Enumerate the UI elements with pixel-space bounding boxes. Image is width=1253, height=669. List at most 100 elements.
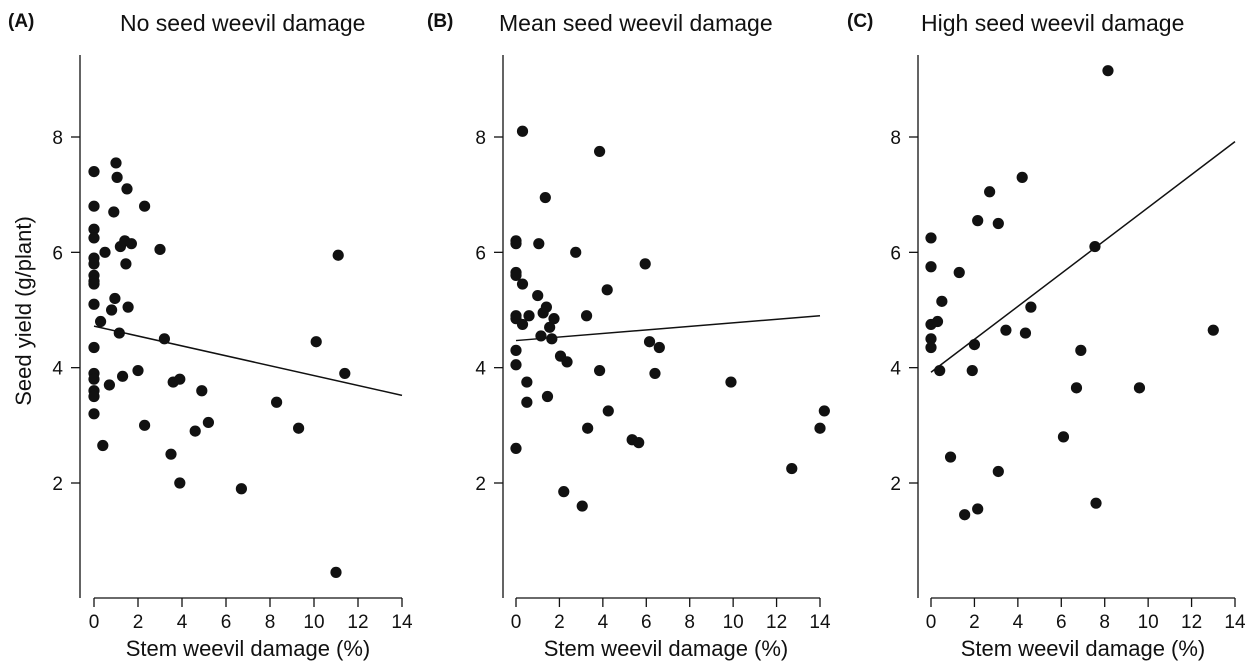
panel-c-data-point bbox=[1102, 65, 1114, 77]
panel-a-data-point bbox=[165, 448, 177, 460]
panel-a-x-tick-label: 12 bbox=[347, 612, 368, 633]
panel-b-y-tick-label: 2 bbox=[475, 474, 486, 495]
panel-b-data-point bbox=[521, 396, 533, 408]
panel-a-y-tick-label: 6 bbox=[52, 243, 63, 264]
panel-c-y-tick-label: 4 bbox=[890, 359, 901, 380]
panel-a-x-tick-label: 4 bbox=[177, 612, 188, 633]
panel-a-plot: 0 2 4 6 8 10 12 14 2 4 6 8 bbox=[52, 55, 413, 633]
panel-c-x-tick-label: 4 bbox=[1013, 612, 1024, 633]
panel-a-data-point bbox=[88, 278, 100, 290]
panel-b-data-point bbox=[594, 145, 606, 158]
panel-c-data-point bbox=[931, 315, 944, 328]
panel-a-data-point bbox=[88, 298, 100, 310]
panel-b-x-tick-label: 8 bbox=[684, 612, 695, 633]
panel-a-data-point bbox=[271, 396, 283, 408]
panel-b-fit-line bbox=[515, 315, 821, 342]
panel-c-data-point bbox=[968, 339, 981, 351]
panel-c-y-tick-label: 2 bbox=[890, 474, 901, 495]
panel-a: (A) No seed weevil damage Seed yield (g/… bbox=[8, 10, 413, 661]
panel-b-data-point bbox=[510, 344, 522, 356]
panel-c-x-tick-label: 14 bbox=[1224, 612, 1246, 633]
panel-a-x-tick-label: 10 bbox=[303, 612, 324, 633]
panel-a-data-point bbox=[88, 408, 100, 420]
panel-b-data-point bbox=[570, 246, 582, 258]
panel-a-title: No seed weevil damage bbox=[120, 10, 365, 36]
panel-b-x-tick-label: 10 bbox=[723, 612, 744, 633]
panel-a-data-point bbox=[88, 373, 100, 385]
panel-c-data-point bbox=[992, 217, 1004, 230]
panel-a-data-point bbox=[339, 367, 351, 380]
panel-a-data-point bbox=[189, 425, 201, 437]
panel-c-data-point bbox=[944, 451, 957, 463]
panel-b-x-tick-label: 14 bbox=[809, 612, 831, 633]
panel-b-x-tick-label: 12 bbox=[766, 612, 787, 633]
panel-c-data-point bbox=[1207, 324, 1219, 336]
panel-a-data-point bbox=[108, 206, 120, 218]
panel-c-data-point bbox=[1070, 382, 1083, 394]
panel-c-data-point bbox=[953, 266, 965, 279]
panel-a-fit-line bbox=[93, 325, 403, 397]
panel-a-data-point bbox=[97, 439, 109, 452]
panel-b-data-point bbox=[594, 364, 606, 377]
panel-b-data-point bbox=[582, 422, 594, 434]
panel-a-data-point bbox=[106, 304, 118, 316]
panel-b-data-point bbox=[516, 318, 529, 331]
panel-c-letter: (C) bbox=[847, 11, 873, 32]
panel-c-data-point bbox=[984, 186, 996, 198]
panel-b-data-point bbox=[546, 333, 558, 345]
panel-a-data-point bbox=[109, 292, 121, 305]
panel-a-data-point bbox=[139, 200, 151, 212]
panel-b-data-point bbox=[535, 330, 547, 342]
panel-a-data-point bbox=[125, 238, 137, 250]
panel-c-data-point bbox=[972, 503, 984, 515]
panel-a-data-point bbox=[310, 336, 322, 348]
panel-a-data-point bbox=[88, 258, 100, 270]
panel-c-x-tick-label: 8 bbox=[1099, 612, 1110, 633]
panel-b-data-point bbox=[786, 462, 798, 475]
panel-c-data-point bbox=[966, 364, 978, 377]
panel-c-x-tick-label: 2 bbox=[969, 612, 980, 633]
panel-a-data-point bbox=[120, 258, 132, 270]
panel-c-y-tick-label: 8 bbox=[890, 128, 901, 149]
panel-b-y-tick-label: 6 bbox=[475, 243, 486, 264]
panel-b-data-point bbox=[533, 238, 545, 250]
panel-a-y-tick-label: 8 bbox=[52, 128, 63, 149]
panel-c-x-tick-label: 10 bbox=[1138, 612, 1159, 633]
panel-b-letter: (B) bbox=[427, 11, 453, 32]
panel-c-data-point bbox=[934, 364, 946, 377]
panel-b-data-point bbox=[818, 405, 830, 417]
panel-b-data-point bbox=[521, 376, 533, 388]
panel-b-data-point bbox=[643, 336, 656, 348]
panel-b-data-point bbox=[532, 289, 544, 302]
panel-a-data-point bbox=[103, 379, 115, 391]
panel-b-data-point bbox=[725, 376, 737, 388]
panel-c-plot: 0 2 4 6 8 10 12 14 2 4 6 8 bbox=[890, 55, 1246, 633]
panel-c-data-point bbox=[1019, 327, 1032, 339]
panel-b-y-tick-label: 8 bbox=[475, 128, 486, 149]
panel-b-plot: 0 2 4 6 8 10 12 14 2 4 6 8 bbox=[475, 55, 831, 633]
panel-c-data-point bbox=[1089, 240, 1101, 253]
panel-a-data-point bbox=[113, 327, 125, 339]
panel-b-data-point bbox=[576, 500, 588, 512]
panel-c-data-point bbox=[936, 295, 948, 307]
panel-a-data-point bbox=[202, 416, 214, 429]
panel-b-data-point bbox=[639, 258, 651, 270]
panel-a-y-tick-label: 2 bbox=[52, 474, 63, 495]
panel-b: (B) Mean seed weevil damage Stem weevil … bbox=[427, 10, 831, 661]
panel-a-data-point bbox=[158, 333, 170, 345]
panel-b-data-point bbox=[544, 321, 556, 333]
panel-a-data-point bbox=[293, 422, 305, 434]
panel-a-x-tick-label: 14 bbox=[391, 612, 413, 633]
panel-c-data-point bbox=[959, 509, 971, 521]
panel-b-data-point bbox=[510, 359, 522, 371]
panel-b-x-tick-label: 6 bbox=[641, 612, 652, 633]
panel-b-data-point bbox=[580, 310, 593, 322]
panel-c-data-point bbox=[1133, 382, 1146, 394]
panel-a-letter: (A) bbox=[8, 11, 34, 32]
panel-c-data-point bbox=[992, 465, 1004, 478]
panel-b-data-point bbox=[548, 313, 560, 325]
panel-c-data-point bbox=[972, 215, 984, 227]
panel-a-data-point bbox=[99, 246, 111, 258]
panel-b-data-point bbox=[558, 486, 570, 498]
panel-c-data-point bbox=[1025, 301, 1037, 313]
